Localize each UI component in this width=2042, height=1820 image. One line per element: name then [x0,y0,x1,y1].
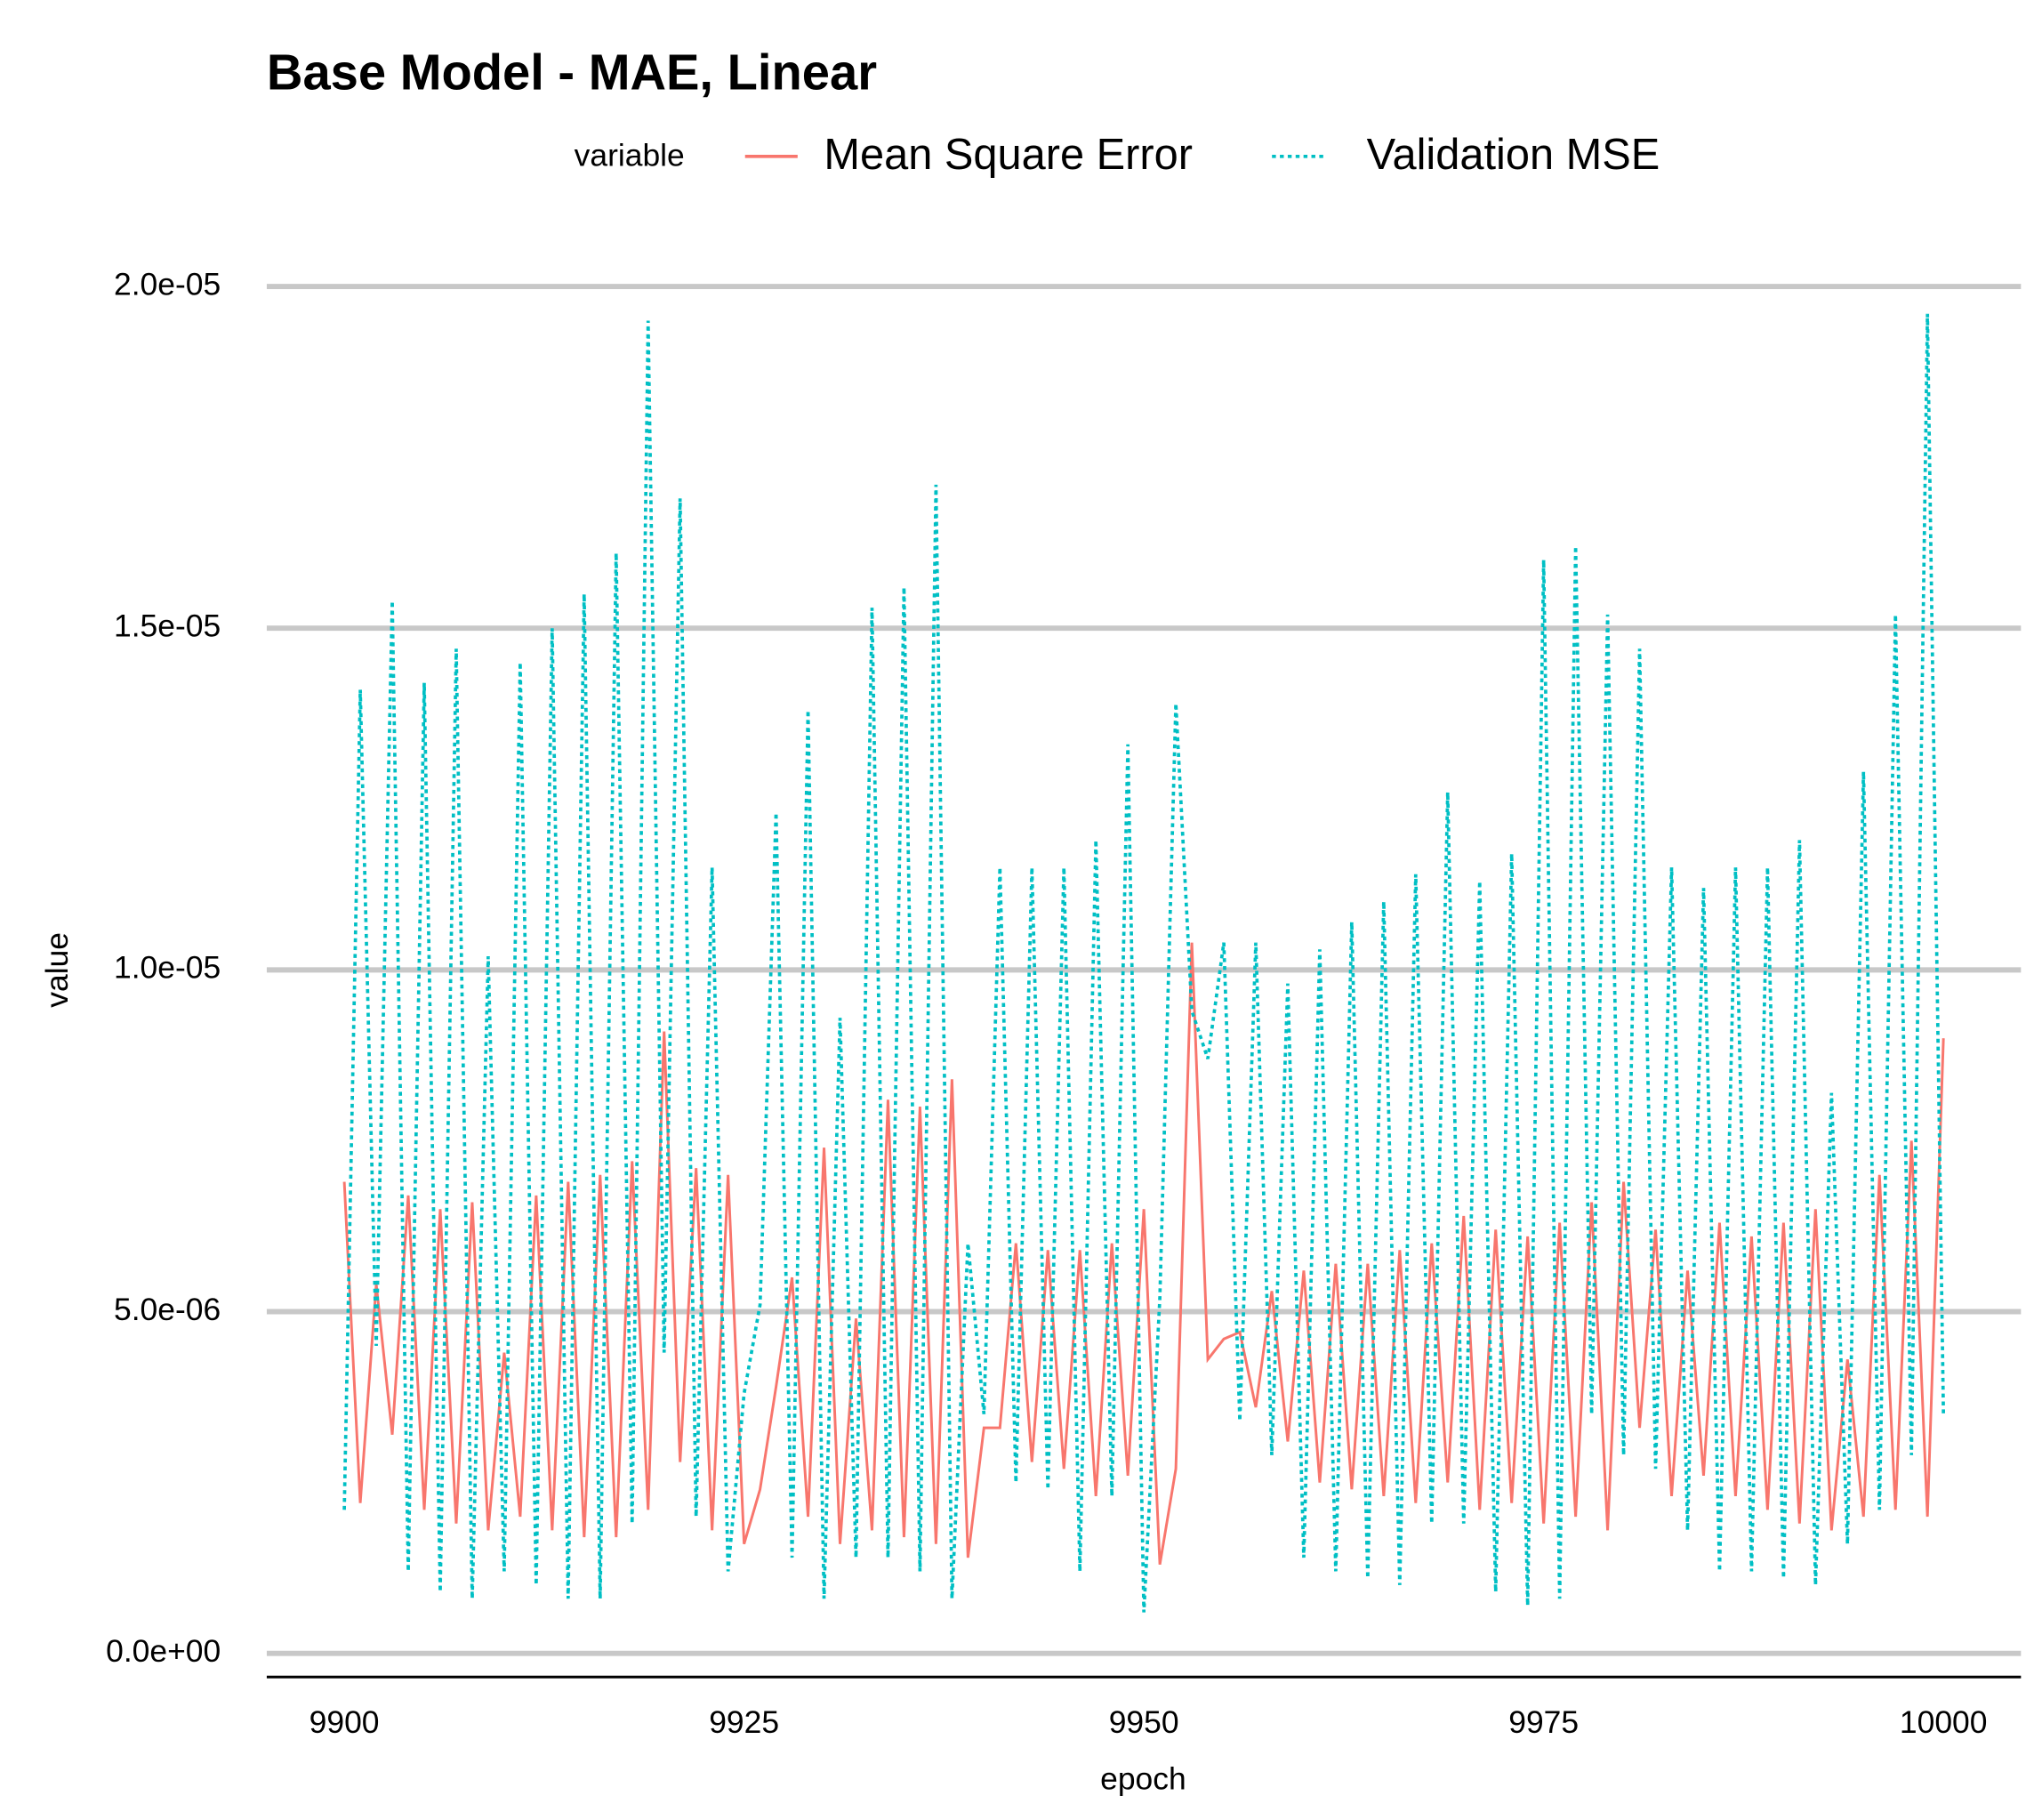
y-tick-label: 1.0e-05 [114,950,221,986]
y-tick-label: 5.0e-06 [114,1292,221,1327]
x-tick-label: 9900 [310,1704,380,1740]
series-line [342,313,1946,1613]
x-tick-label: 9950 [1109,1704,1179,1740]
legend-label: Validation MSE [1367,131,1660,179]
y-tick-label: 1.5e-05 [114,608,221,644]
x-tick-label: 10000 [1900,1704,1988,1740]
y-tick-label: 2.0e-05 [114,266,221,302]
chart-title: Base Model - MAE, Linear [267,44,877,101]
legend-title: variable [575,138,685,173]
x-tick-label: 9975 [1508,1704,1579,1740]
legend-label: Mean Square Error [824,131,1193,179]
y-axis-label: value [39,932,75,1008]
y-tick-label: 0.0e+00 [106,1633,221,1669]
x-tick-label: 9925 [709,1704,779,1740]
series-line [342,942,1945,1566]
x-axis-label: epoch [1100,1760,1186,1796]
